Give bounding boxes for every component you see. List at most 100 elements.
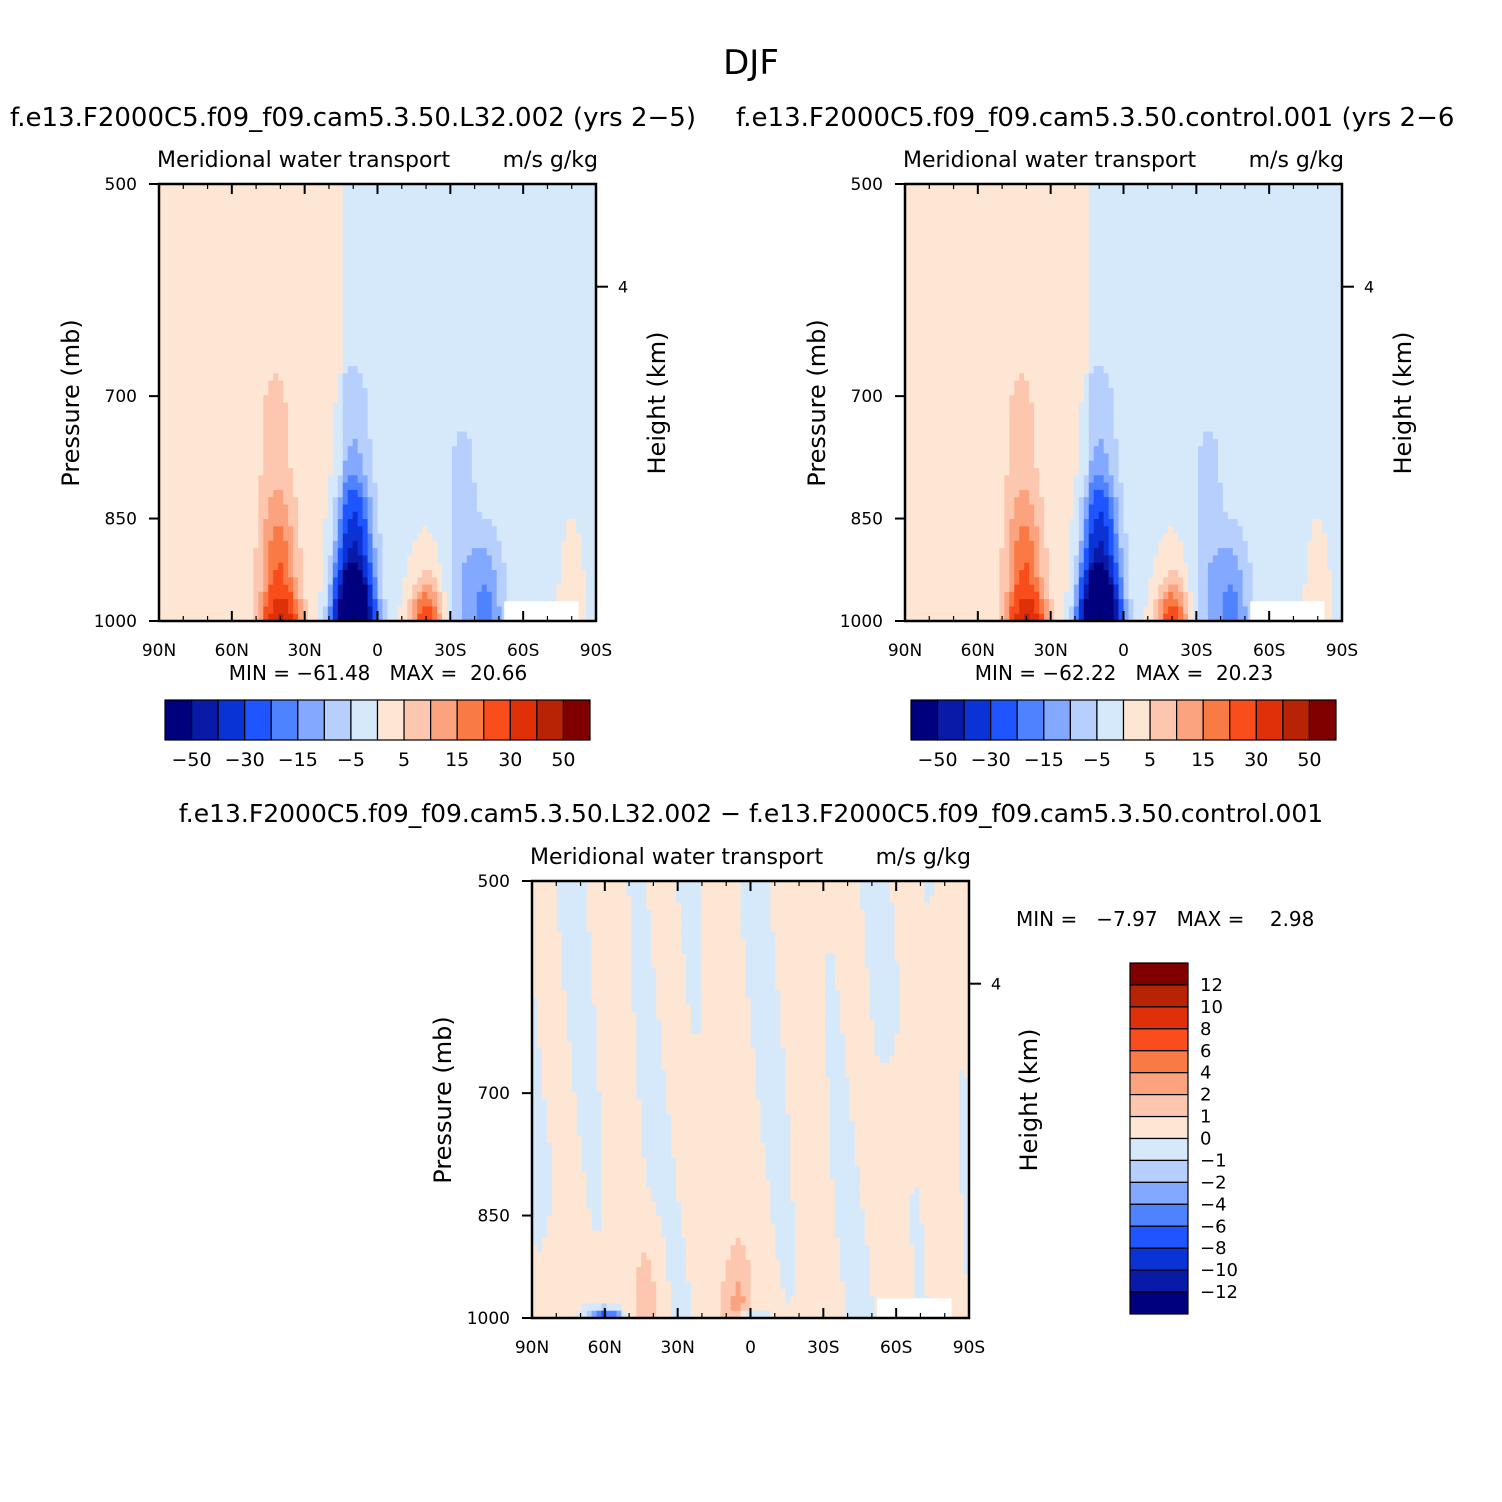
contour-cell <box>571 336 577 345</box>
contour-cell <box>501 489 508 498</box>
contour-cell <box>268 366 274 374</box>
contour-cell <box>243 234 249 243</box>
contour-cell <box>451 256 458 265</box>
contour-cell <box>208 533 215 542</box>
contour-cell <box>293 366 299 374</box>
contour-cell <box>317 351 324 360</box>
contour-cell <box>159 293 165 302</box>
contour-cell <box>576 438 582 447</box>
contour-cell <box>466 475 473 484</box>
contour-cell <box>322 424 329 433</box>
contour-cell <box>506 482 513 491</box>
contour-cell <box>377 242 384 251</box>
contour-cell <box>566 540 572 549</box>
contour-cell <box>466 351 473 360</box>
contour-cell <box>521 278 528 287</box>
contour-cell <box>337 482 344 491</box>
contour-cell <box>392 249 398 258</box>
contour-cell <box>273 395 279 404</box>
contour-cell <box>203 395 210 404</box>
contour-cell <box>501 191 508 200</box>
contour-cell <box>243 344 249 353</box>
contour-cell <box>531 234 538 243</box>
contour-cell <box>337 264 344 272</box>
contour-cell <box>303 198 309 207</box>
contour-cell <box>203 300 210 309</box>
contour-cell <box>278 256 284 265</box>
contour-cell <box>511 227 518 236</box>
contour-cell <box>417 184 423 192</box>
contour-cell <box>228 577 235 586</box>
contour-cell <box>456 256 463 265</box>
contour-cell <box>417 300 423 309</box>
contour-cell <box>447 526 453 535</box>
contour-cell <box>451 533 458 542</box>
contour-cell <box>541 577 547 586</box>
contour-cell <box>471 482 478 491</box>
contour-cell <box>362 315 369 323</box>
contour-cell <box>392 395 398 404</box>
contour-cell <box>432 497 438 506</box>
contour-cell <box>576 540 582 549</box>
contour-cell <box>491 300 498 309</box>
contour-cell <box>173 584 180 593</box>
contour-cell <box>486 300 493 309</box>
contour-cell <box>233 191 240 200</box>
contour-cell <box>317 220 324 229</box>
contour-cell <box>466 285 473 294</box>
contour-cell <box>466 220 473 229</box>
contour-cell <box>536 482 542 491</box>
contour-cell <box>278 519 284 527</box>
contour-cell <box>422 278 428 287</box>
contour-cell <box>531 548 538 557</box>
contour-cell <box>471 315 478 323</box>
contour-cell <box>233 431 240 440</box>
contour-cell <box>511 489 518 498</box>
contour-cell <box>412 336 418 345</box>
contour-cell <box>496 351 503 360</box>
contour-cell <box>536 460 542 469</box>
contour-cell <box>332 191 339 200</box>
contour-cell <box>511 205 518 214</box>
contour-cell <box>248 519 254 527</box>
contour-cell <box>501 446 508 455</box>
contour-cell <box>387 358 393 367</box>
contour-cell <box>561 329 567 338</box>
contour-cell <box>213 271 220 280</box>
contour-cell <box>183 285 190 294</box>
contour-cell <box>173 271 180 280</box>
contour-cell <box>253 198 259 207</box>
contour-cell <box>521 205 528 214</box>
contour-cell <box>263 577 269 586</box>
contour-cell <box>427 402 433 411</box>
contour-cell <box>591 322 597 331</box>
contour-cell <box>273 344 279 353</box>
contour-cell <box>427 278 433 287</box>
contour-cell <box>407 322 413 331</box>
contour-cell <box>491 278 498 287</box>
contour-cell <box>337 191 344 200</box>
contour-cell <box>173 249 180 258</box>
contour-cell <box>218 264 225 272</box>
contour-cell <box>546 329 552 338</box>
contour-cell <box>407 533 413 542</box>
contour-cell <box>263 409 269 418</box>
contour-cell <box>486 562 493 571</box>
contour-cell <box>516 387 523 396</box>
contour-cell <box>183 446 190 455</box>
contour-cell <box>238 460 245 469</box>
contour-cell <box>461 329 468 338</box>
contour-cell <box>347 548 354 557</box>
contour-cell <box>268 358 274 367</box>
contour-cell <box>173 234 180 243</box>
contour-cell <box>397 271 403 280</box>
contour-cell <box>283 540 289 549</box>
contour-cell <box>327 344 334 353</box>
contour-cell <box>586 227 592 236</box>
contour-cell <box>531 315 538 323</box>
contour-cell <box>248 256 254 265</box>
contour-cell <box>571 249 577 258</box>
contour-cell <box>581 438 587 447</box>
contour-cell <box>367 344 374 353</box>
contour-cell <box>412 533 418 542</box>
